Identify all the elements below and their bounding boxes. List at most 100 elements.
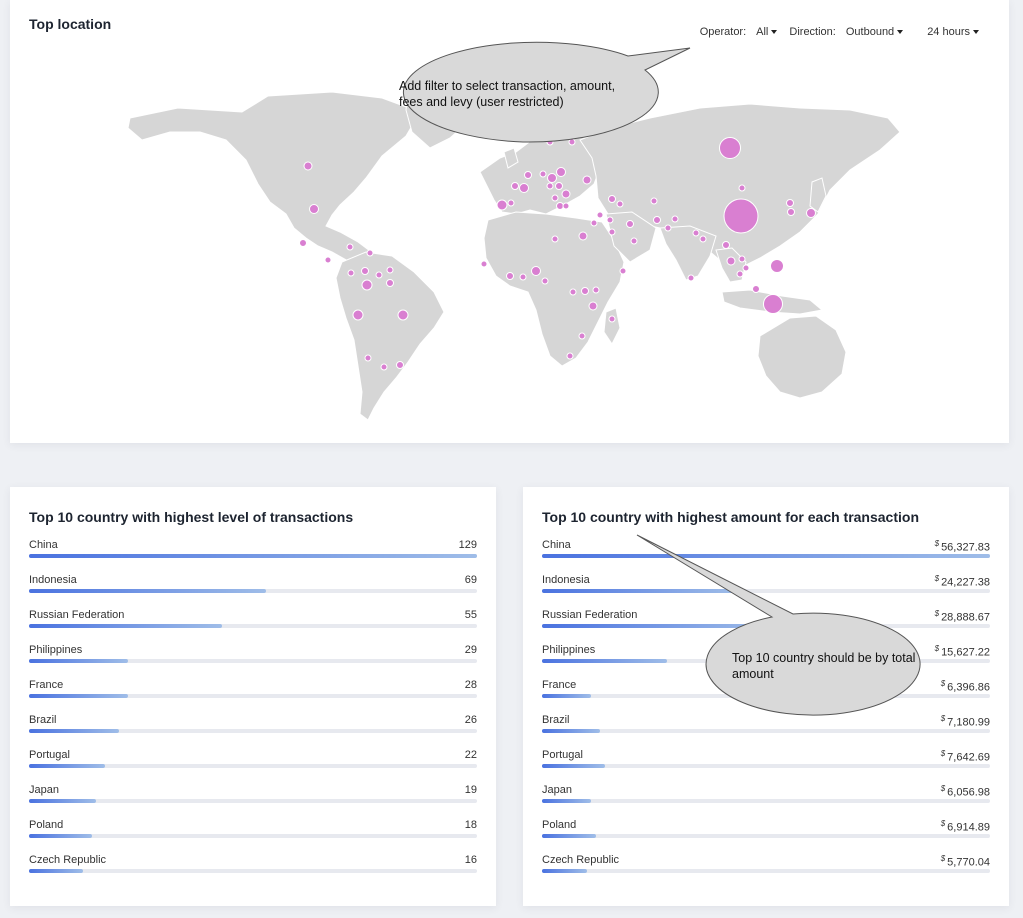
location-marker[interactable] <box>619 267 627 275</box>
progress-fill <box>29 624 222 628</box>
row-value-number: 26 <box>464 714 477 726</box>
location-marker[interactable] <box>361 267 369 275</box>
location-marker[interactable] <box>346 243 354 251</box>
location-marker[interactable] <box>361 279 373 291</box>
period-dropdown[interactable]: 24 hours <box>927 26 979 38</box>
location-marker[interactable] <box>496 199 508 211</box>
progress-fill <box>542 869 587 873</box>
location-marker[interactable] <box>590 219 598 227</box>
location-marker[interactable] <box>480 260 488 268</box>
location-marker[interactable] <box>546 138 554 146</box>
location-marker[interactable] <box>386 279 394 287</box>
location-marker[interactable] <box>738 184 746 192</box>
location-marker[interactable] <box>787 208 795 216</box>
south-america-shape <box>335 251 445 421</box>
location-marker[interactable] <box>588 301 598 311</box>
location-marker[interactable] <box>608 228 616 236</box>
location-marker[interactable] <box>722 241 730 249</box>
location-marker[interactable] <box>578 332 586 340</box>
row-value-number: 69 <box>464 574 477 586</box>
progress-track <box>542 869 990 873</box>
location-marker[interactable] <box>568 138 576 146</box>
location-marker[interactable] <box>664 224 672 232</box>
location-marker[interactable] <box>397 309 409 321</box>
location-marker[interactable] <box>352 309 364 321</box>
location-marker[interactable] <box>299 239 307 247</box>
progress-track <box>542 764 990 768</box>
row-value: $28,888.67 <box>935 609 990 624</box>
direction-value: Outbound <box>845 26 895 38</box>
location-marker[interactable] <box>551 235 559 243</box>
location-marker[interactable] <box>569 288 577 296</box>
location-marker[interactable] <box>309 204 319 214</box>
location-marker[interactable] <box>366 249 374 257</box>
location-marker[interactable] <box>650 197 658 205</box>
progress-fill <box>29 834 92 838</box>
location-marker[interactable] <box>556 167 566 177</box>
location-marker[interactable] <box>380 363 388 371</box>
location-marker[interactable] <box>742 264 750 272</box>
location-marker[interactable] <box>606 216 614 224</box>
operator-label: Operator: <box>699 26 747 38</box>
location-marker[interactable] <box>687 274 695 282</box>
location-marker[interactable] <box>519 183 529 193</box>
location-marker[interactable] <box>719 137 741 159</box>
location-marker[interactable] <box>752 285 760 293</box>
location-marker[interactable] <box>539 170 547 178</box>
operator-dropdown[interactable]: All <box>756 26 778 38</box>
location-marker[interactable] <box>347 269 355 277</box>
location-marker[interactable] <box>324 256 332 264</box>
location-marker[interactable] <box>653 216 661 224</box>
location-marker[interactable] <box>561 189 571 199</box>
location-marker[interactable] <box>726 256 736 266</box>
location-marker[interactable] <box>671 215 679 223</box>
location-marker[interactable] <box>551 194 559 202</box>
location-marker[interactable] <box>616 200 624 208</box>
location-marker[interactable] <box>386 266 394 274</box>
location-marker[interactable] <box>524 171 532 179</box>
location-marker[interactable] <box>692 229 700 237</box>
location-marker[interactable] <box>511 182 519 190</box>
map-filters: Operator: All Direction: Outbound 24 hou… <box>700 26 979 38</box>
location-marker[interactable] <box>770 259 784 273</box>
location-marker[interactable] <box>736 270 744 278</box>
location-marker[interactable] <box>578 231 588 241</box>
location-marker[interactable] <box>738 255 746 263</box>
location-marker[interactable] <box>626 220 634 228</box>
location-marker[interactable] <box>566 352 574 360</box>
location-marker[interactable] <box>608 315 616 323</box>
location-marker[interactable] <box>786 199 794 207</box>
country-name: France <box>29 679 64 691</box>
location-marker[interactable] <box>396 361 404 369</box>
location-marker[interactable] <box>303 161 313 171</box>
direction-dropdown[interactable]: Outbound <box>845 26 904 38</box>
list-row: Poland $6,914.89 <box>542 819 990 854</box>
location-marker[interactable] <box>592 286 600 294</box>
location-marker[interactable] <box>582 175 592 185</box>
location-marker[interactable] <box>723 198 759 234</box>
location-marker[interactable] <box>556 202 564 210</box>
location-marker[interactable] <box>806 208 816 218</box>
progress-fill <box>542 834 596 838</box>
location-marker[interactable] <box>630 237 638 245</box>
location-marker[interactable] <box>699 235 707 243</box>
location-marker[interactable] <box>507 199 515 207</box>
location-marker[interactable] <box>364 354 372 362</box>
location-marker[interactable] <box>541 277 549 285</box>
location-marker[interactable] <box>547 173 557 183</box>
row-value: 29 <box>465 644 477 656</box>
location-marker[interactable] <box>531 266 541 276</box>
location-marker[interactable] <box>608 195 616 203</box>
location-marker[interactable] <box>555 182 563 190</box>
transaction-amount-list: China $56,327.83 Indonesia $24,227.38 Russia… <box>542 539 990 889</box>
location-marker[interactable] <box>596 211 604 219</box>
location-marker[interactable] <box>581 287 589 295</box>
progress-track <box>542 694 990 698</box>
country-name: Brazil <box>29 714 57 726</box>
location-marker[interactable] <box>562 202 570 210</box>
location-marker[interactable] <box>506 272 514 280</box>
location-marker[interactable] <box>519 273 527 281</box>
location-marker[interactable] <box>375 271 383 279</box>
location-marker[interactable] <box>546 182 554 190</box>
location-marker[interactable] <box>763 294 783 314</box>
